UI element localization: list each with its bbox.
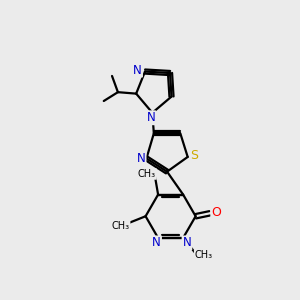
- Text: N: N: [146, 111, 155, 124]
- Text: CH₃: CH₃: [112, 221, 130, 231]
- Text: N: N: [183, 236, 191, 249]
- Text: N: N: [152, 236, 161, 249]
- Text: CH₃: CH₃: [195, 250, 213, 260]
- Text: N: N: [133, 64, 142, 76]
- Text: O: O: [211, 206, 221, 219]
- Text: CH₃: CH₃: [138, 169, 156, 179]
- Text: S: S: [190, 149, 198, 162]
- Text: N: N: [137, 152, 146, 165]
